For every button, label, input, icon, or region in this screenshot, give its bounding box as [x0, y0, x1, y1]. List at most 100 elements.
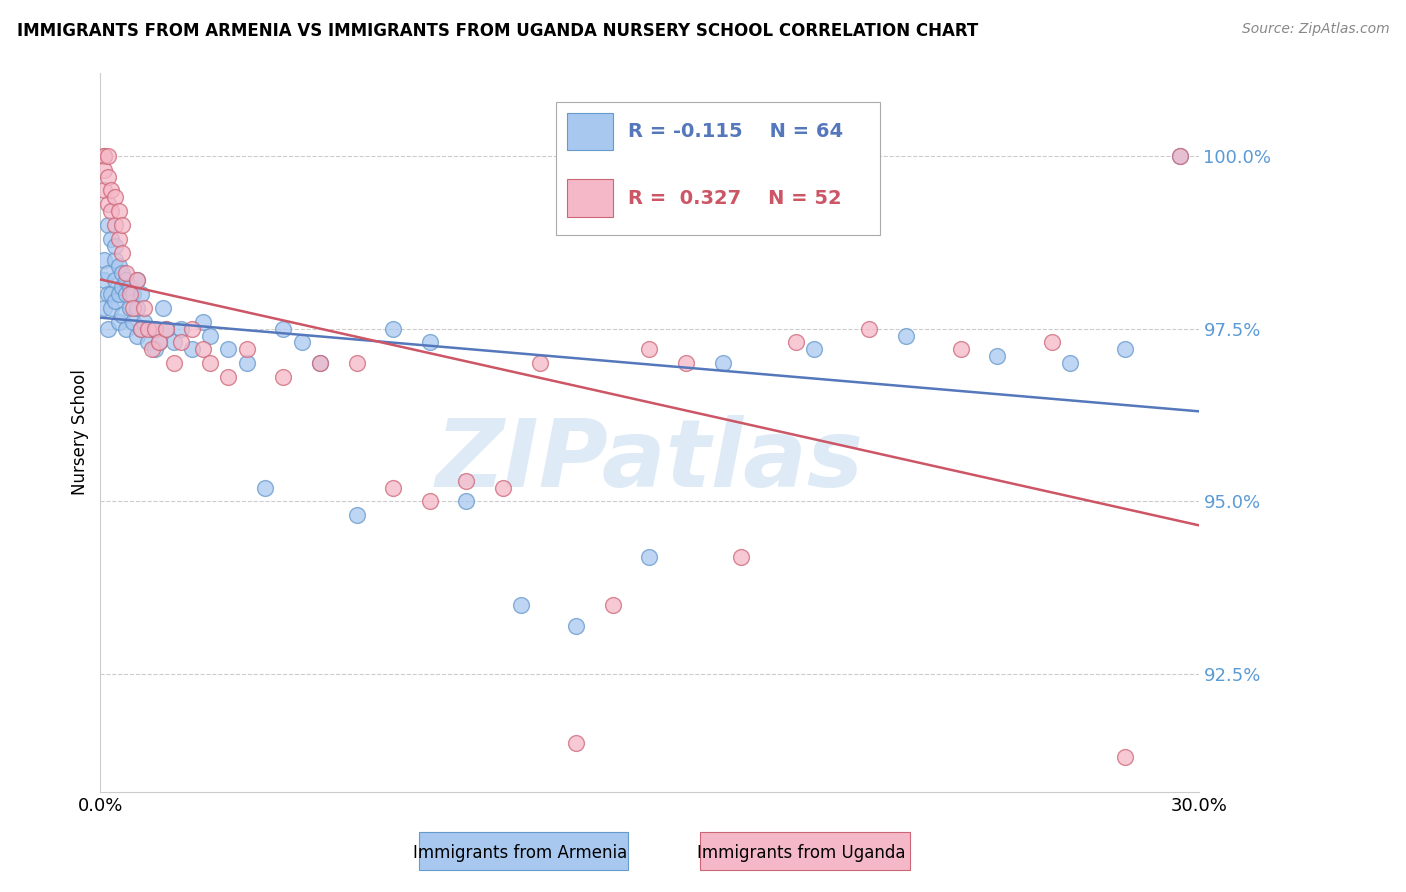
Point: [143, 343, 166, 357]
Point: [111, 280, 134, 294]
Point: [129, 287, 152, 301]
Point: [122, 301, 145, 315]
Point: [1059, 356, 1081, 370]
Point: [115, 287, 138, 301]
Point: [104, 239, 127, 253]
Point: [97, 197, 120, 211]
Point: [675, 356, 697, 370]
Point: [236, 343, 259, 357]
Point: [97, 266, 120, 280]
Text: R = -0.115    N = 64: R = -0.115 N = 64: [627, 121, 842, 141]
Point: [191, 315, 214, 329]
Point: [858, 321, 880, 335]
Point: [638, 549, 661, 564]
Point: [309, 356, 332, 370]
Point: [143, 321, 166, 335]
Point: [148, 335, 170, 350]
Point: [107, 315, 129, 329]
Point: [894, 328, 917, 343]
Point: [97, 321, 120, 335]
Point: [107, 204, 129, 219]
Y-axis label: Nursery School: Nursery School: [72, 369, 89, 495]
Point: [100, 287, 122, 301]
Point: [97, 287, 120, 301]
Point: [111, 308, 134, 322]
FancyBboxPatch shape: [557, 102, 880, 235]
Point: [803, 343, 825, 357]
Text: IMMIGRANTS FROM ARMENIA VS IMMIGRANTS FROM UGANDA NURSERY SCHOOL CORRELATION CHA: IMMIGRANTS FROM ARMENIA VS IMMIGRANTS FR…: [17, 22, 979, 40]
Point: [111, 245, 134, 260]
Text: R =  0.327    N = 52: R = 0.327 N = 52: [627, 188, 841, 208]
Point: [1040, 335, 1063, 350]
Point: [111, 266, 134, 280]
Point: [382, 321, 405, 335]
Point: [115, 321, 138, 335]
Point: [162, 356, 184, 370]
Point: [104, 190, 127, 204]
Point: [180, 343, 202, 357]
Point: [198, 356, 221, 370]
Text: Immigrants from Armenia: Immigrants from Armenia: [413, 844, 627, 862]
Point: [456, 474, 478, 488]
Point: [134, 301, 156, 315]
Point: [129, 321, 152, 335]
Point: [136, 335, 159, 350]
Point: [198, 328, 221, 343]
Point: [986, 349, 1008, 363]
Point: [129, 321, 152, 335]
Point: [134, 315, 156, 329]
Point: [170, 335, 193, 350]
Point: [291, 335, 314, 350]
Point: [93, 149, 115, 163]
Text: Immigrants from Uganda: Immigrants from Uganda: [697, 844, 905, 862]
Point: [218, 343, 240, 357]
FancyBboxPatch shape: [567, 179, 613, 217]
Point: [152, 301, 174, 315]
Point: [785, 335, 807, 350]
Point: [236, 356, 259, 370]
Point: [115, 266, 138, 280]
Point: [136, 321, 159, 335]
Point: [346, 508, 368, 523]
FancyBboxPatch shape: [567, 112, 613, 150]
Point: [104, 252, 127, 267]
Point: [155, 321, 177, 335]
Point: [125, 273, 148, 287]
Point: [273, 321, 295, 335]
Point: [107, 260, 129, 274]
Point: [565, 736, 588, 750]
Point: [1168, 149, 1191, 163]
Point: [1114, 343, 1136, 357]
Point: [1114, 750, 1136, 764]
Point: [104, 293, 127, 308]
Point: [104, 218, 127, 232]
Point: [949, 343, 972, 357]
Point: [122, 287, 145, 301]
Point: [115, 273, 138, 287]
Point: [93, 273, 115, 287]
Point: [419, 335, 441, 350]
Point: [730, 549, 752, 564]
Point: [97, 169, 120, 184]
Point: [125, 301, 148, 315]
Point: [104, 273, 127, 287]
Point: [93, 252, 115, 267]
Point: [93, 149, 115, 163]
Point: [107, 287, 129, 301]
Point: [141, 343, 163, 357]
Point: [273, 370, 295, 384]
Point: [122, 315, 145, 329]
Point: [510, 598, 533, 612]
Point: [148, 335, 170, 350]
Point: [218, 370, 240, 384]
Point: [309, 356, 332, 370]
Point: [346, 356, 368, 370]
Point: [382, 481, 405, 495]
Point: [100, 301, 122, 315]
Point: [711, 356, 734, 370]
Point: [602, 598, 624, 612]
Point: [118, 301, 141, 315]
Point: [97, 218, 120, 232]
Text: Source: ZipAtlas.com: Source: ZipAtlas.com: [1241, 22, 1389, 37]
Point: [100, 232, 122, 246]
